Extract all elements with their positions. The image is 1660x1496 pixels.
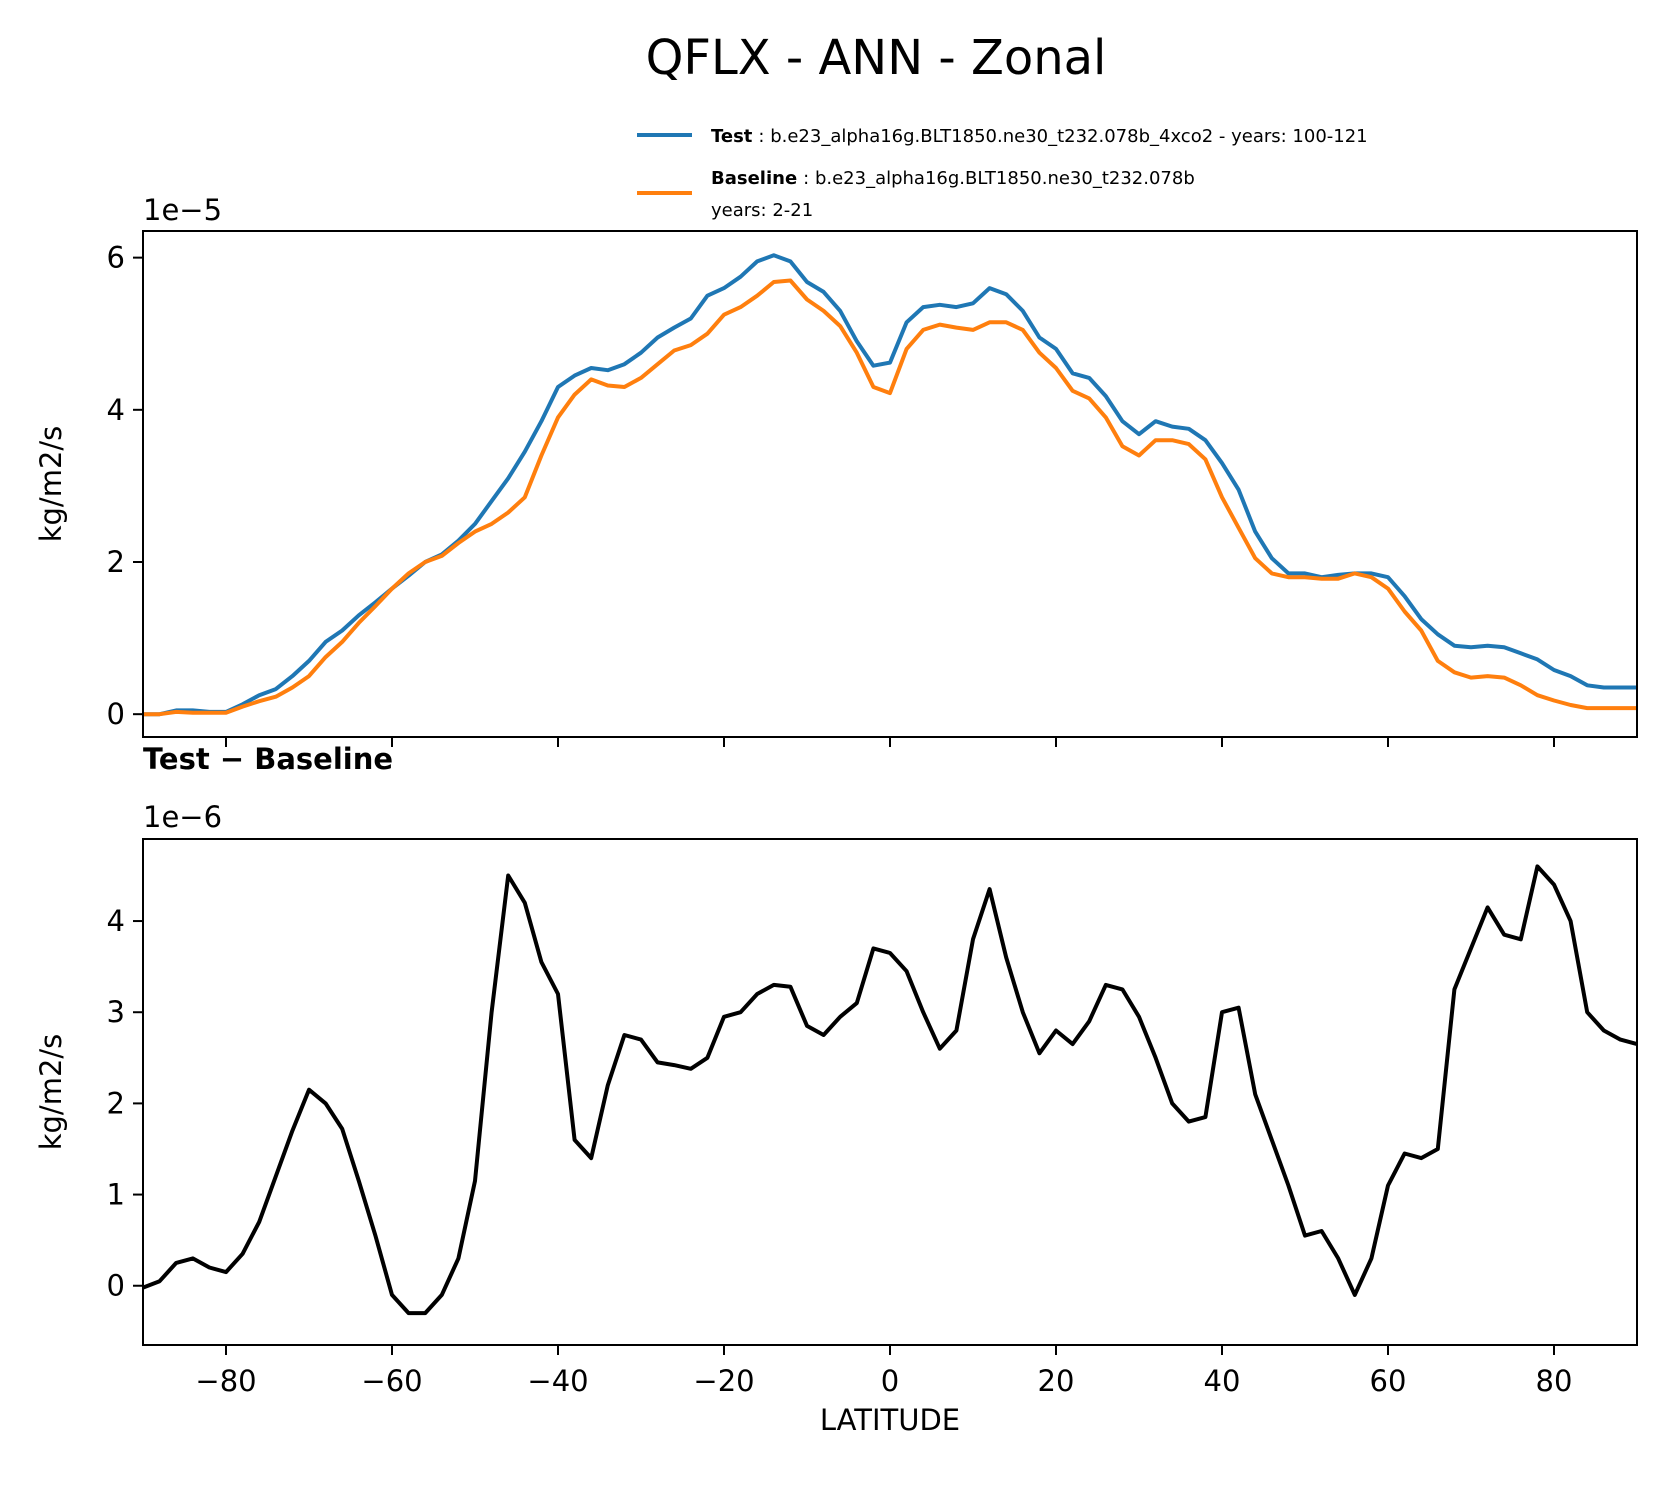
top-ytick-label: 4 <box>107 393 125 427</box>
top-series-baseline-line <box>143 278 1637 717</box>
bottom-panel-xlabel: LATITUDE <box>820 1403 960 1437</box>
bottom-xtick-label: −20 <box>693 1364 754 1398</box>
legend-baseline-desc: : b.e23_alpha16g.BLT1850.ne30_t232.078b <box>803 168 1195 189</box>
bottom-ytick-label: 1 <box>107 1178 125 1212</box>
bottom-panel-frame <box>142 838 1638 1346</box>
bottom-xtick-label: 40 <box>1204 1364 1241 1398</box>
bottom-xtick-label: 20 <box>1038 1364 1075 1398</box>
bottom-ytick-label: 4 <box>107 904 125 938</box>
legend: Test: b.e23_alpha16g.BLT1850.ne30_t232.0… <box>637 126 1368 221</box>
top-panel-series <box>143 253 1637 717</box>
bottom-ytick-label: 3 <box>107 995 125 1029</box>
legend-baseline-entry: Baseline : b.e23_alpha16g.BLT1850.ne30_t2… <box>711 168 1195 189</box>
bottom-xtick-label: −80 <box>195 1364 256 1398</box>
legend-test-label: Test <box>711 126 753 147</box>
legend-baseline-years: years: 2-21 <box>711 200 813 221</box>
top-panel-ticks: 0 2 4 6 <box>107 241 1555 747</box>
top-panel-offset-label: 1e−5 <box>143 193 222 227</box>
bottom-xtick-label: 80 <box>1536 1364 1573 1398</box>
bottom-panel-series <box>143 864 1637 1316</box>
bottom-panel-ticks: 0 1 2 3 4 −80 −60 −40 −20 0 20 40 60 80 <box>107 904 1573 1398</box>
legend-baseline-label: Baseline <box>711 168 797 189</box>
bottom-xtick-label: 0 <box>881 1364 899 1398</box>
top-ytick-label: 6 <box>107 241 125 275</box>
bottom-panel-offset-label: 1e−6 <box>143 800 222 834</box>
bottom-ytick-label: 2 <box>107 1086 125 1120</box>
bottom-xtick-label: −60 <box>361 1364 422 1398</box>
bottom-panel-ylabel: kg/m2/s <box>34 1034 68 1151</box>
bottom-series-test-baseline-line <box>143 864 1637 1316</box>
top-panel: 0 2 4 6 1e−5 kg/m2/s <box>34 193 1638 747</box>
top-ytick-label: 2 <box>107 545 125 579</box>
bottom-ytick-label: 0 <box>107 1269 125 1303</box>
top-ytick-label: 0 <box>107 697 125 731</box>
legend-test-desc: : b.e23_alpha16g.BLT1850.ne30_t232.078b_… <box>758 126 1367 147</box>
top-panel-ylabel: kg/m2/s <box>34 426 68 543</box>
bottom-xtick-label: −40 <box>527 1364 588 1398</box>
legend-test-entry: Test: b.e23_alpha16g.BLT1850.ne30_t232.0… <box>711 126 1368 147</box>
bottom-panel-title: Test − Baseline <box>143 742 393 776</box>
bottom-xtick-label: 60 <box>1370 1364 1407 1398</box>
figure-title: QFLX - ANN - Zonal <box>646 30 1107 86</box>
bottom-panel: Test − Baseline 1e−6 0 1 2 3 4 −80 −60 −40 −20 0 2… <box>34 742 1638 1437</box>
top-panel-frame <box>142 230 1638 738</box>
